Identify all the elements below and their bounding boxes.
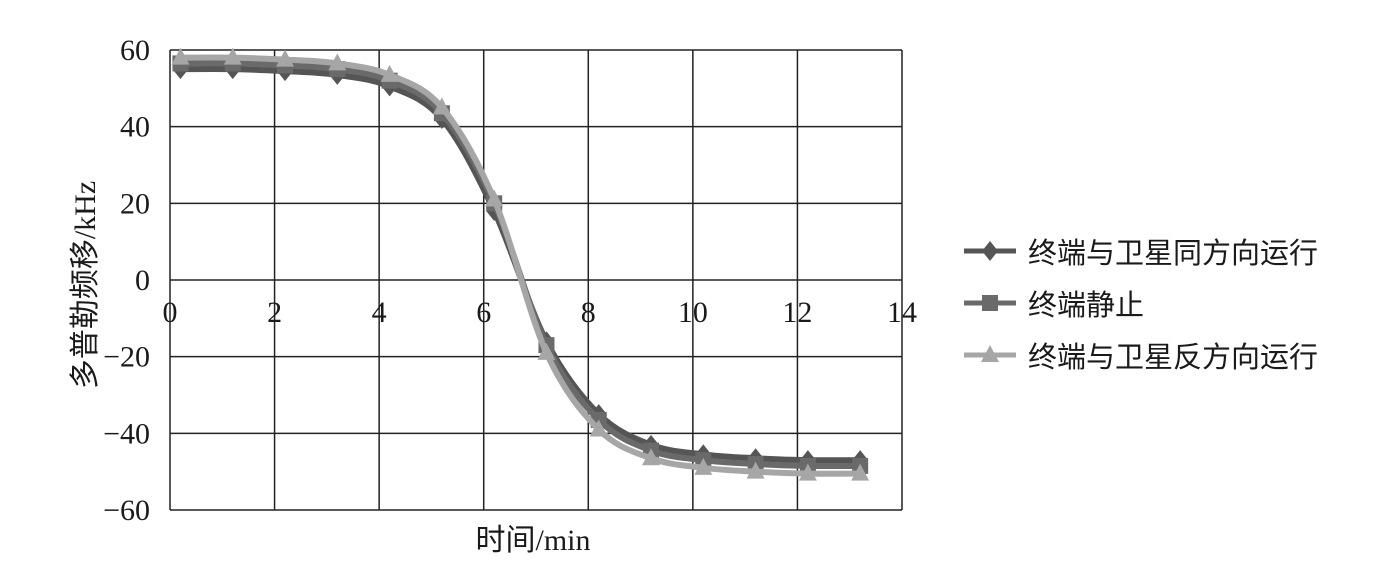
series-line (180, 60, 861, 470)
y-tick-label: 60 (120, 34, 150, 67)
data-point (589, 419, 608, 437)
y-tick-label: −20 (103, 341, 150, 374)
x-tick-label: 12 (782, 296, 812, 329)
legend-triangle-icon (964, 345, 1016, 362)
x-tick-label: 8 (581, 296, 596, 329)
series-1 (172, 55, 869, 474)
data-point (746, 461, 765, 479)
data-point (798, 463, 817, 481)
series-line (180, 66, 861, 464)
legend-item: 终端与卫星同方向运行 (962, 225, 1318, 277)
x-tick-label: 10 (678, 296, 708, 329)
data-point (328, 53, 347, 71)
data-point (223, 47, 242, 65)
legend-label: 终端与卫星反方向运行 (1028, 340, 1319, 374)
y-tick-label: −40 (103, 417, 150, 450)
series-line (180, 54, 861, 477)
data-point (485, 189, 504, 207)
legend-label: 终端与卫星同方向运行 (1028, 236, 1319, 270)
x-tick-label: 4 (372, 296, 387, 329)
y-axis-label: 多普勒频移/kHz (69, 181, 102, 389)
y-tick-label: −60 (103, 494, 150, 527)
x-axis-label: 时间/min (475, 524, 590, 557)
x-tick-label: 0 (163, 296, 178, 329)
data-point (694, 457, 713, 475)
legend-square-icon (964, 295, 1016, 311)
x-tick-label: 2 (267, 296, 282, 329)
data-point (276, 49, 295, 67)
series-0 (172, 59, 869, 471)
data-point (537, 342, 556, 360)
data-point (432, 97, 451, 115)
legend-diamond-icon (964, 241, 1016, 261)
legend-label: 终端静止 (1028, 288, 1145, 322)
data-point (851, 463, 870, 481)
x-tick-label: 14 (887, 296, 917, 329)
data-point (380, 64, 399, 82)
y-tick-label: 20 (120, 187, 150, 220)
legend-marker (982, 295, 998, 311)
legend-item: 终端与卫星反方向运行 (962, 329, 1318, 381)
data-point (642, 448, 661, 466)
legend-marker (981, 345, 999, 362)
legend-marker (982, 241, 998, 261)
y-tick-label: 40 (120, 111, 150, 144)
x-tick-label: 6 (476, 296, 491, 329)
legend-item: 终端静止 (962, 277, 1318, 329)
series-2 (171, 47, 870, 481)
y-tick-label: 0 (135, 264, 150, 297)
legend: 终端与卫星同方向运行 终端静止终端与卫星反方向运行 (962, 225, 1318, 381)
data-point (171, 47, 190, 65)
